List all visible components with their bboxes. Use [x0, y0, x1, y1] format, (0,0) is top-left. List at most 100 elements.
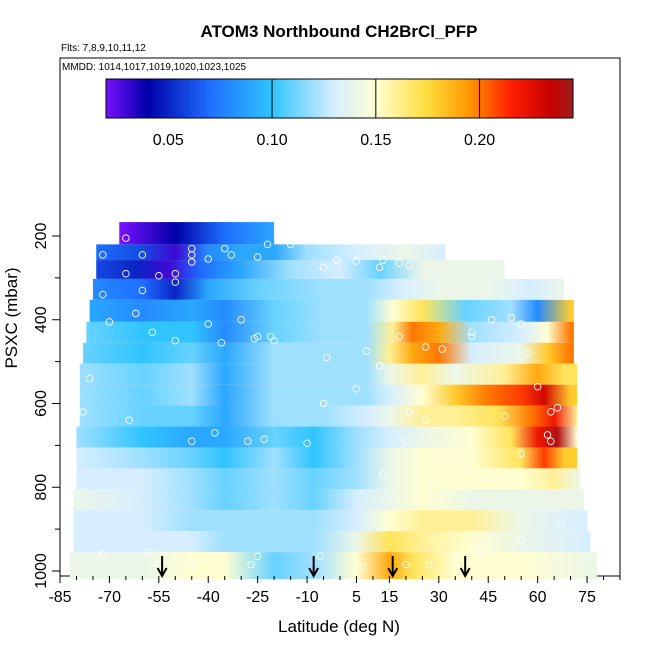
heatmap-row — [96, 244, 446, 261]
heatmap-row — [69, 552, 597, 579]
ascent-descent-arrows — [156, 556, 471, 579]
flights-subtitle: Flts: 7,8,9,10,11,12 — [61, 43, 146, 54]
dates-subtitle: MMDD: 1014,1017,1019,1020,1023,1025 — [62, 62, 246, 73]
x-tick-label: -10 — [295, 589, 318, 606]
y-tick-label: 1000 — [33, 553, 50, 589]
sample-point — [405, 408, 413, 416]
sample-point — [375, 362, 384, 370]
x-tick-label: 60 — [529, 589, 547, 606]
sample-point — [270, 336, 278, 345]
sample-point — [405, 261, 413, 270]
sample-point — [540, 332, 548, 341]
heatmap-row — [79, 384, 578, 406]
x-tick-label: -40 — [197, 589, 220, 606]
colorbar-bar — [105, 78, 574, 119]
heatmap — [69, 222, 597, 579]
arrow-head — [308, 567, 320, 579]
sample-point — [148, 328, 156, 337]
sample-point — [188, 251, 196, 259]
sample-point — [286, 240, 295, 249]
sample-point — [171, 278, 180, 286]
colorbar-tick-label: 0.20 — [464, 132, 495, 149]
heatmap-row — [83, 342, 574, 364]
sample-point — [425, 560, 433, 569]
heatmap-row — [73, 531, 591, 553]
heatmap-row — [96, 260, 505, 279]
sample-point — [332, 256, 341, 265]
sample-point — [517, 450, 525, 458]
sample-point — [319, 263, 328, 272]
y-tick-label: 400 — [33, 306, 50, 333]
x-tick-label: -25 — [246, 589, 269, 606]
sample-point — [500, 412, 509, 420]
sample-point — [132, 309, 140, 318]
sample-point — [244, 437, 252, 445]
arrow-head — [387, 567, 399, 579]
sample-point — [155, 272, 163, 280]
arrow-head — [156, 567, 168, 579]
sample-point — [227, 251, 236, 259]
sample-point — [533, 383, 542, 391]
sample-point — [309, 232, 318, 240]
sample-point — [171, 336, 180, 345]
x-tick-label: 5 — [352, 589, 361, 606]
sample-point — [402, 437, 410, 445]
sample-point — [237, 316, 245, 324]
sample-point — [122, 269, 130, 278]
heatmap-row — [76, 426, 578, 448]
sample-point — [421, 343, 430, 351]
x-tick-label: 30 — [430, 589, 448, 606]
sample-point — [438, 345, 446, 353]
sample-point — [517, 320, 525, 328]
sample-point — [99, 550, 107, 559]
sample-point — [553, 403, 562, 412]
sample-point — [362, 347, 371, 355]
sample-point — [263, 240, 272, 249]
heatmap-row — [119, 222, 275, 245]
sample-point — [468, 332, 476, 341]
sample-point — [547, 437, 555, 445]
sample-point — [375, 263, 384, 272]
colorbar-tick-label: 0.15 — [360, 132, 391, 149]
heatmap-row — [76, 447, 578, 469]
sample-point — [99, 251, 107, 259]
x-tick-label: -85 — [48, 589, 71, 606]
sample-point — [421, 416, 430, 425]
colorbar-tick-label: 0.10 — [256, 132, 287, 149]
sample-point — [204, 320, 212, 328]
x-axis-label: Latitude (deg N) — [278, 617, 400, 636]
sample-point — [507, 313, 516, 322]
sample-point — [253, 253, 262, 261]
sample-point — [85, 374, 94, 383]
sample-point — [253, 552, 262, 561]
heatmap-row — [89, 299, 574, 322]
heatmap-row — [86, 321, 574, 343]
sample-point — [188, 258, 196, 266]
x-tick-label: 75 — [578, 589, 596, 606]
heatmap-row — [73, 489, 584, 511]
y-tick-label: 800 — [33, 474, 50, 501]
sample-point — [316, 552, 324, 561]
sample-point — [188, 437, 196, 445]
sample-point — [188, 560, 196, 569]
sample-point — [543, 431, 552, 439]
sample-point — [379, 256, 387, 265]
sample-point — [517, 535, 525, 544]
sample-point — [524, 349, 532, 358]
sample-point — [395, 259, 404, 267]
sample-point — [352, 257, 361, 265]
x-tick-label: -55 — [147, 589, 170, 606]
sample-point — [319, 399, 328, 408]
sample-point — [105, 318, 114, 326]
colorbar: 0.05 0.10 0.15 0.20 — [105, 78, 574, 149]
sample-point — [303, 439, 311, 448]
sample-point — [468, 328, 476, 337]
sample-point — [138, 251, 147, 259]
y-tick-label: 200 — [33, 223, 50, 250]
sample-point — [217, 339, 226, 347]
sample-point — [395, 332, 404, 341]
sample-point — [253, 332, 262, 341]
sample-point — [474, 546, 483, 554]
sample-point — [211, 429, 219, 437]
